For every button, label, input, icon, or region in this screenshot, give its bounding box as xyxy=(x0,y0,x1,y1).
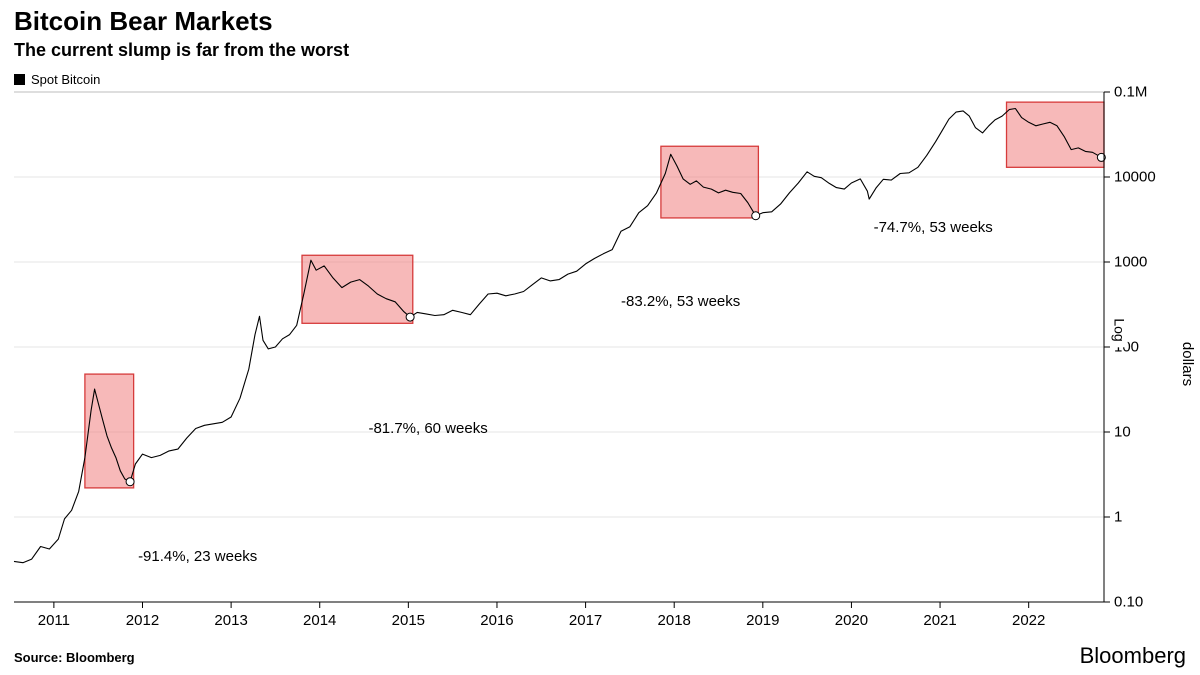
x-tick-label: 2013 xyxy=(214,612,247,629)
y-tick-label: 0.1M xyxy=(1114,84,1174,101)
x-tick-label: 2016 xyxy=(480,612,513,629)
y-tick-label: 10 xyxy=(1114,424,1174,441)
x-tick-label: 2015 xyxy=(392,612,425,629)
bear-market-annotation: -83.2%, 53 weeks xyxy=(621,293,740,310)
brand-label: Bloomberg xyxy=(1080,643,1186,669)
log-scale-label: Log xyxy=(1112,312,1128,347)
x-tick-label: 2021 xyxy=(923,612,956,629)
y-tick-label: 10000 xyxy=(1114,169,1174,186)
x-tick-label: 2022 xyxy=(1012,612,1045,629)
bear-market-annotation: -74.7%, 53 weeks xyxy=(874,219,993,236)
bear-market-annotation: -91.4%, 23 weeks xyxy=(138,548,257,565)
y-tick-label: 1 xyxy=(1114,509,1174,526)
y-axis-title: US dollars xyxy=(1179,342,1200,386)
x-tick-label: 2019 xyxy=(746,612,779,629)
x-tick-label: 2012 xyxy=(126,612,159,629)
x-tick-label: 2020 xyxy=(835,612,868,629)
x-tick-label: 2014 xyxy=(303,612,336,629)
source-attribution: Source: Bloomberg xyxy=(14,650,135,665)
y-tick-label: 1000 xyxy=(1114,254,1174,271)
plot-area xyxy=(0,0,1200,675)
y-tick-label: 0.10 xyxy=(1114,594,1174,611)
x-tick-label: 2018 xyxy=(658,612,691,629)
x-tick-label: 2017 xyxy=(569,612,602,629)
bear-market-annotation: -81.7%, 60 weeks xyxy=(368,420,487,437)
x-tick-label: 2011 xyxy=(38,612,70,629)
bitcoin-bear-markets-chart: Bitcoin Bear Markets The current slump i… xyxy=(0,0,1200,675)
